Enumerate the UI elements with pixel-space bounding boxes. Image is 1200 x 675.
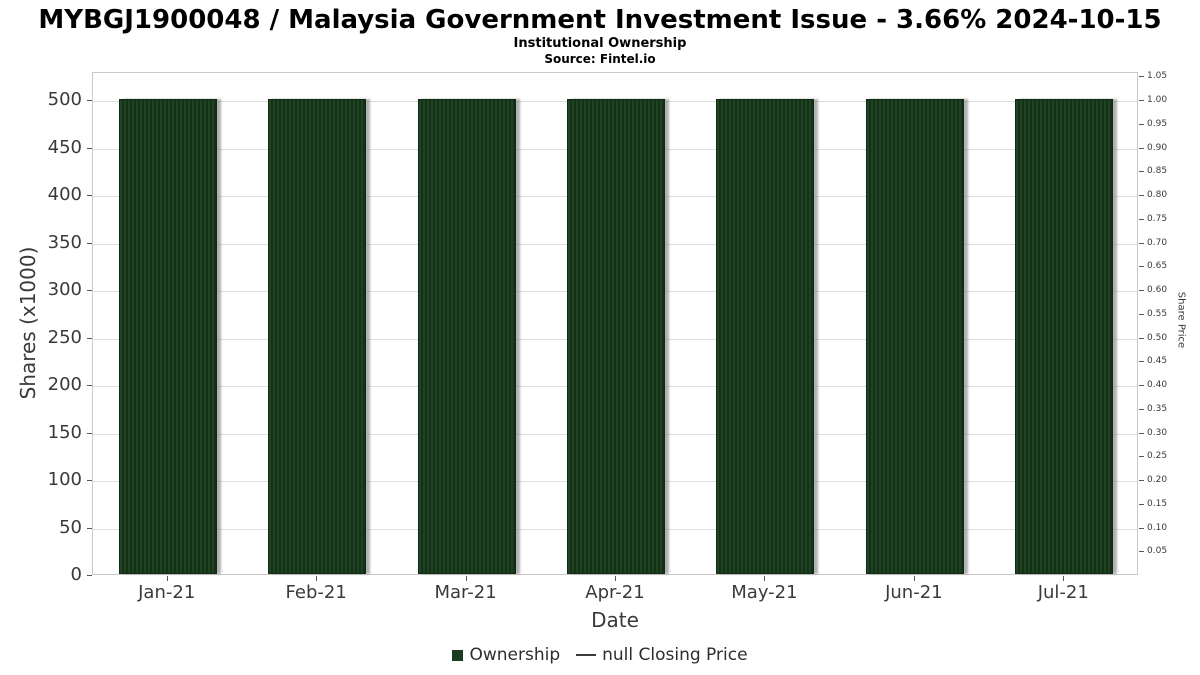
tick-mark — [1139, 290, 1144, 291]
tick-mark — [1139, 195, 1144, 196]
chart-subtitle: Institutional Ownership — [513, 36, 687, 51]
shares-tick-label: 50 — [59, 516, 82, 538]
tick-mark — [1139, 385, 1144, 386]
price-tick-label: 0.40 — [1147, 380, 1168, 390]
chart-title: MYBGJ1900048 / Malaysia Government Inves… — [38, 5, 1162, 35]
price-tick-label: 0.25 — [1147, 451, 1168, 462]
tick-mark — [1139, 361, 1144, 363]
tick-mark — [316, 576, 318, 581]
tick-mark — [1139, 503, 1144, 505]
tick-mark — [1139, 100, 1144, 101]
date-tick-label: May-21 — [731, 582, 798, 603]
date-tick-label: Jun-21 — [885, 582, 943, 603]
legend: Ownership null Closing Price — [0, 645, 1200, 665]
y-axis-label-shares: Shares (x1000) — [16, 246, 40, 400]
price-tick-label: 0.45 — [1147, 356, 1168, 367]
price-tick-label: 0.95 — [1147, 118, 1168, 129]
shares-tick-label: 200 — [47, 374, 82, 395]
price-tick-label: 0.05 — [1147, 546, 1168, 557]
date-tick-label: Apr-21 — [585, 582, 645, 603]
shares-tick-label: 250 — [47, 326, 82, 348]
tick-mark — [1139, 171, 1144, 173]
tick-mark — [1139, 147, 1144, 149]
price-tick-label: 1.05 — [1147, 71, 1168, 82]
legend-item-closing-price: null Closing Price — [576, 645, 748, 665]
plot-area — [92, 72, 1138, 575]
tick-mark — [1139, 266, 1144, 268]
y-axis-label-share-price: Share Price — [1175, 291, 1187, 349]
tick-mark — [1139, 456, 1144, 458]
tick-mark — [1139, 218, 1144, 220]
tick-mark — [166, 576, 168, 581]
tick-mark — [764, 576, 766, 581]
tick-mark — [87, 575, 92, 576]
shares-tick-label: 400 — [47, 184, 82, 205]
tick-mark — [1139, 527, 1144, 529]
shares-tick-label: 450 — [47, 136, 82, 158]
shares-tick-label: 500 — [47, 89, 82, 110]
price-tick-label: 0.75 — [1147, 213, 1168, 224]
tick-mark — [913, 576, 915, 581]
legend-label-closing-price: null Closing Price — [602, 645, 748, 665]
price-tick-label: 0.15 — [1147, 498, 1168, 509]
legend-item-ownership: Ownership — [452, 645, 560, 665]
date-tick-label: Jul-21 — [1037, 582, 1089, 603]
chart-source: Source: Fintel.io — [544, 52, 656, 66]
date-tick-label: Mar-21 — [434, 582, 497, 603]
tick-mark — [1139, 76, 1144, 78]
shares-tick-label: 0 — [70, 564, 82, 585]
tick-mark — [615, 576, 616, 581]
tick-mark — [465, 576, 467, 581]
ownership-bar — [118, 99, 217, 574]
ownership-bar — [567, 99, 665, 574]
closing-price-line-icon — [576, 654, 597, 656]
price-tick-label: 0.85 — [1147, 166, 1168, 177]
price-tick-label: 0.30 — [1147, 427, 1168, 438]
tick-mark — [1139, 551, 1144, 553]
date-tick-label: Feb-21 — [285, 582, 347, 603]
ownership-swatch-icon — [452, 649, 464, 661]
shares-tick-label: 150 — [47, 421, 82, 443]
legend-label-ownership: Ownership — [469, 645, 561, 665]
price-tick-label: 0.20 — [1147, 475, 1168, 485]
price-tick-label: 0.70 — [1147, 237, 1168, 248]
price-tick-label: 1.00 — [1147, 95, 1168, 105]
tick-mark — [1139, 313, 1144, 315]
ownership-bar — [716, 99, 815, 574]
ownership-bar — [865, 99, 964, 574]
tick-mark — [1139, 337, 1144, 339]
tick-mark — [1139, 123, 1144, 125]
shares-tick-label: 350 — [47, 231, 82, 253]
ownership-bar — [417, 99, 516, 574]
tick-mark — [1139, 480, 1144, 481]
ownership-bar — [268, 99, 367, 574]
shares-tick-label: 100 — [47, 469, 82, 490]
tick-mark — [1139, 432, 1144, 434]
ownership-bar — [1015, 99, 1114, 574]
x-axis-label: Date — [591, 608, 639, 632]
shares-tick-label: 300 — [47, 279, 82, 300]
date-tick-label: Jan-21 — [138, 582, 196, 603]
price-tick-label: 0.10 — [1147, 522, 1168, 533]
tick-mark — [1139, 242, 1144, 244]
tick-mark — [1139, 408, 1144, 410]
tick-mark — [1063, 576, 1065, 581]
price-tick-label: 0.35 — [1147, 403, 1168, 414]
price-tick-label: 0.65 — [1147, 261, 1168, 272]
price-tick-label: 0.90 — [1147, 142, 1168, 153]
price-tick-label: 0.80 — [1147, 190, 1168, 200]
